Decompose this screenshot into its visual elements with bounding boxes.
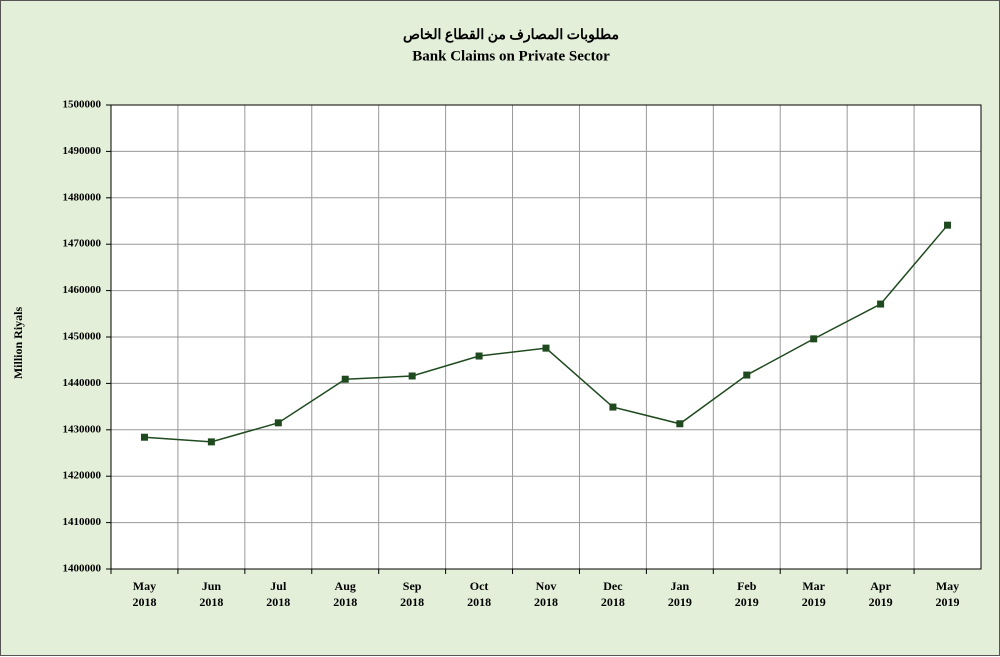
x-tick-label: May 2018	[132, 579, 157, 609]
marker	[743, 371, 751, 379]
x-tick-label: Jun 2018	[199, 579, 224, 609]
marker	[207, 438, 215, 446]
marker	[140, 433, 148, 441]
x-tick-label: Dec 2018	[600, 579, 625, 609]
y-tick-label: 1500000	[63, 99, 102, 111]
y-tick-label: 1450000	[63, 331, 102, 343]
marker	[408, 372, 416, 380]
y-tick-label: 1410000	[63, 516, 102, 528]
marker	[542, 344, 550, 352]
y-tick-label: 1470000	[63, 238, 102, 250]
y-tick-label: 1480000	[63, 191, 102, 203]
y-tick-label: 1420000	[63, 470, 102, 482]
x-tick-label: Jan 2019	[667, 579, 692, 609]
y-tick-label: 1490000	[63, 145, 102, 157]
marker	[877, 300, 885, 308]
x-tick-label: Apr 2019	[868, 579, 893, 609]
y-tick-label: 1440000	[63, 377, 102, 389]
x-tick-label: Jul 2018	[266, 579, 291, 609]
plot-border	[110, 104, 982, 570]
marker	[944, 221, 952, 229]
x-tick-label: Feb 2019	[734, 579, 759, 609]
marker	[676, 420, 684, 428]
chart-title: مطلوبات المصارف من القطاع الخاص	[403, 28, 619, 43]
y-tick-label: 1400000	[63, 563, 102, 575]
y-axis-label: Million Riyals	[11, 307, 25, 380]
x-tick-label: Sep 2018	[400, 579, 425, 609]
x-tick-label: May 2019	[935, 579, 960, 609]
marker	[609, 403, 617, 411]
marker	[341, 375, 349, 383]
x-tick-label: Aug 2018	[333, 579, 358, 609]
x-tick-label: Oct 2018	[467, 579, 492, 609]
marker	[810, 335, 818, 343]
y-tick-label: 1430000	[63, 423, 102, 435]
marker	[475, 352, 483, 360]
y-tick-label: 1460000	[63, 284, 102, 296]
x-tick-label: Mar 2019	[801, 579, 826, 609]
chart-subtitle: Bank Claims on Private Sector	[412, 48, 610, 64]
marker	[274, 419, 282, 427]
x-tick-label: Nov 2018	[534, 579, 558, 609]
